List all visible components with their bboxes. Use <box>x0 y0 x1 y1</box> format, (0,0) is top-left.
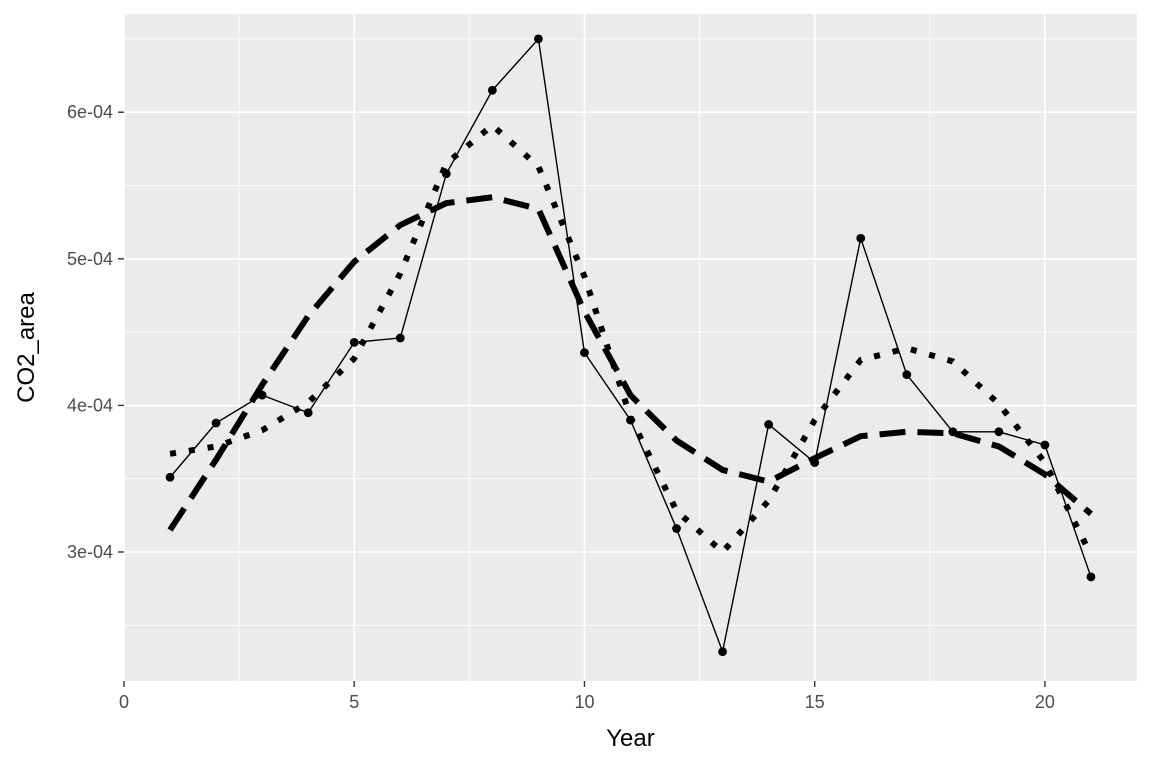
major-gridlines <box>123 14 1137 681</box>
data-point <box>580 348 589 358</box>
data-point <box>487 85 497 95</box>
data-point <box>856 233 866 243</box>
x-axis-tick-labels: 0 5 10 15 20 <box>119 692 1055 712</box>
series-line-dotted <box>169 122 1094 557</box>
data-point <box>1040 440 1050 450</box>
data-point <box>718 647 727 657</box>
x-tick-label: 20 <box>1035 692 1055 712</box>
minor-gridlines <box>124 14 1137 681</box>
x-tick-label: 10 <box>574 692 594 712</box>
y-axis-tick-labels: 3e-04 4e-04 5e-04 6e-04 <box>67 102 113 562</box>
data-point <box>948 427 958 437</box>
x-axis-title: Year <box>606 725 655 752</box>
data-point <box>534 34 543 44</box>
y-tick-label: 5e-04 <box>67 249 113 269</box>
y-tick-label: 6e-04 <box>67 102 113 122</box>
axis-ticks <box>118 111 1046 687</box>
data-point <box>303 408 313 418</box>
x-tick-label: 15 <box>805 692 825 712</box>
plot-panel <box>124 14 1137 681</box>
data-point <box>902 370 912 380</box>
x-tick-label: 5 <box>349 692 359 712</box>
y-tick-label: 4e-04 <box>67 395 113 415</box>
data-point <box>994 427 1004 437</box>
data-point <box>211 418 221 428</box>
series-layer <box>165 34 1096 657</box>
x-tick-label: 0 <box>119 692 129 712</box>
data-point <box>395 333 405 343</box>
y-axis-title: CO2_area <box>13 291 40 402</box>
y-tick-label: 3e-04 <box>67 542 113 562</box>
data-point <box>1086 572 1096 582</box>
data-point <box>165 472 175 482</box>
data-point <box>349 337 359 347</box>
data-point <box>764 420 774 429</box>
data-point <box>672 524 681 533</box>
series-line-dashed <box>167 194 1093 532</box>
